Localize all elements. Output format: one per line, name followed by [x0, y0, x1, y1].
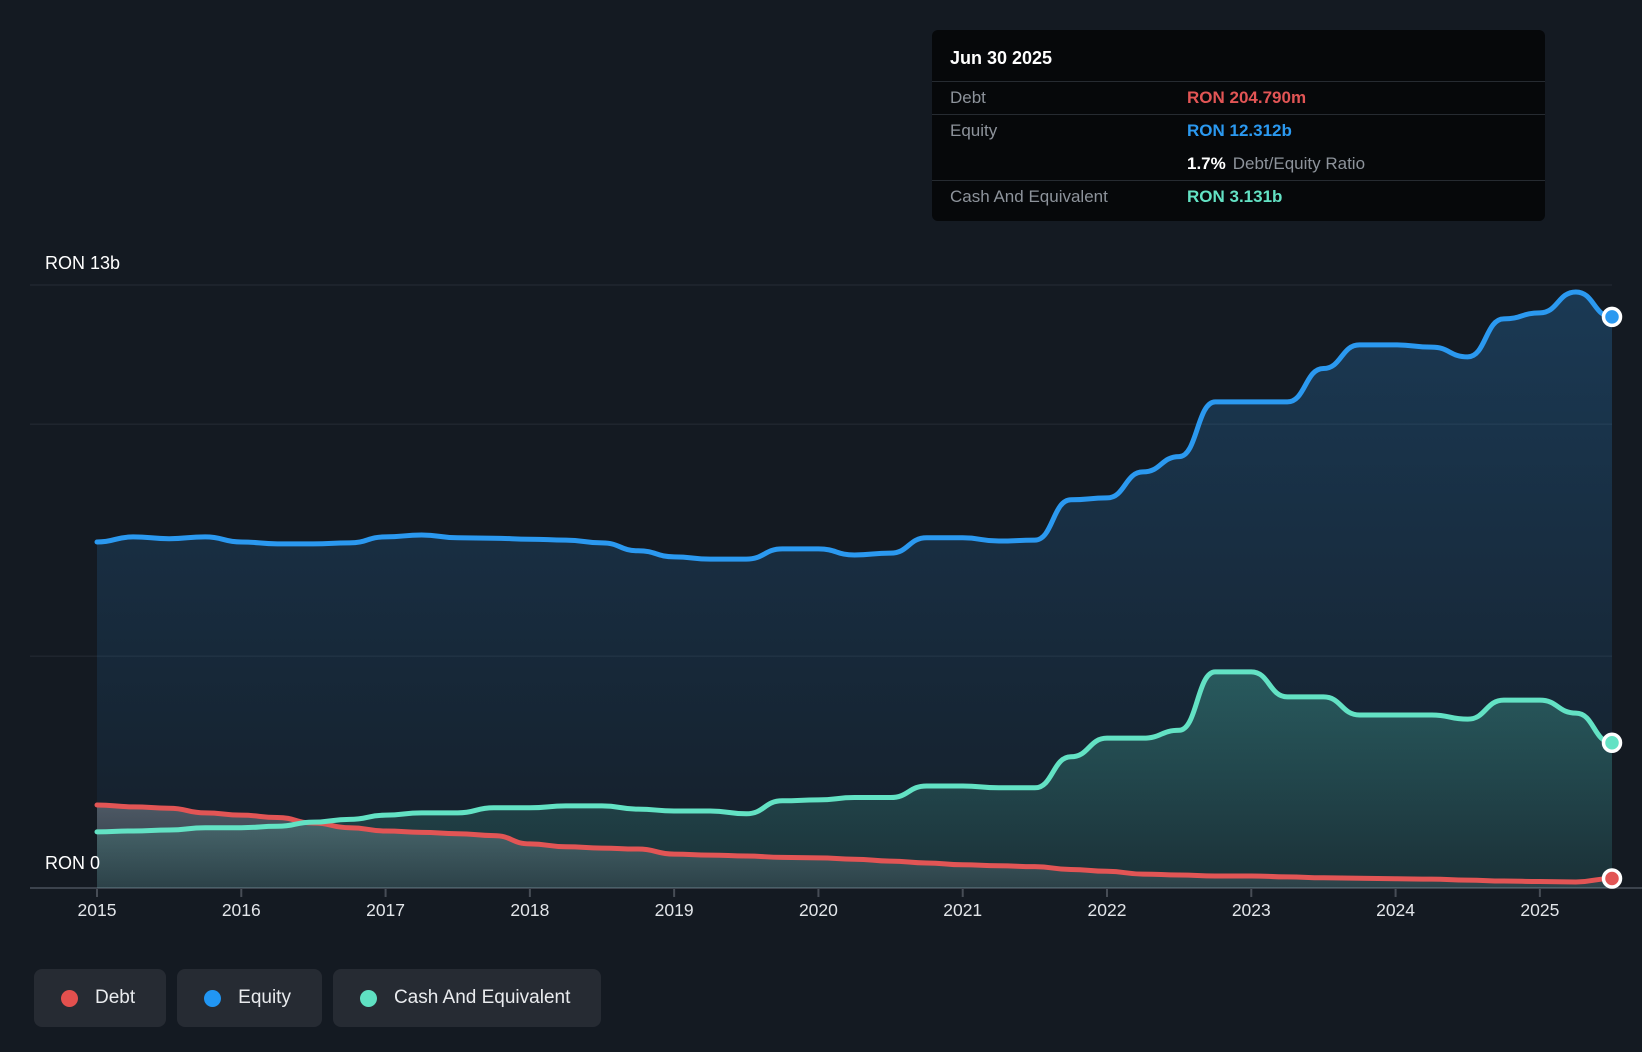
x-axis-year-label: 2015 [78, 900, 117, 920]
x-axis-year-label: 2017 [366, 900, 405, 920]
x-axis-year-label: 2020 [799, 900, 838, 920]
equity-end-marker [1601, 306, 1623, 328]
tooltip-debt-label: Debt [950, 88, 986, 107]
chart-tooltip: Jun 30 2025 Debt RON 204.790m Equity RON… [932, 30, 1545, 221]
y-axis-max-label: RON 13b [45, 253, 120, 273]
cash-dot-icon [359, 989, 377, 1007]
tooltip-date: Jun 30 2025 [950, 48, 1053, 68]
x-axis-year-label: 2022 [1088, 900, 1127, 920]
tooltip-equity-value: RON 12.312b [1187, 121, 1292, 140]
debt-dot-icon [61, 989, 78, 1007]
ratio-percent: 1.7% [1187, 153, 1226, 173]
debt-end-marker [1601, 868, 1623, 889]
tooltip-row-cash: Cash And Equivalent RON 3.131b [932, 180, 1545, 213]
tooltip-cash-label: Cash And Equivalent [950, 187, 1108, 206]
x-axis-year-label: 2024 [1376, 900, 1415, 920]
y-axis-zero-label: RON 0 [45, 853, 100, 873]
tooltip-cash-value: RON 3.131b [1187, 187, 1283, 206]
x-axis-year-label: 2023 [1232, 900, 1271, 920]
equity-dot-icon [204, 989, 222, 1007]
x-axis-year-label: 2018 [510, 900, 549, 920]
debt-line [94, 802, 1615, 885]
cash-and-equivalent-end-marker [1601, 732, 1623, 754]
tooltip-debt-value: RON 204.790m [1187, 88, 1307, 107]
legend-equity-label: Equity [238, 987, 291, 1008]
legend-cash-label: Cash And Equivalent [393, 987, 571, 1008]
legend-item-equity[interactable]: Equity [177, 969, 322, 1027]
x-axis-year-label: 2016 [222, 900, 261, 920]
tooltip-row-ratio: 1.7% Debt/Equity Ratio [932, 147, 1545, 180]
legend-item-debt[interactable]: Debt [34, 969, 167, 1027]
legend-debt-label: Debt [95, 987, 136, 1008]
x-axis-year-label: 2021 [943, 900, 982, 920]
x-axis-year-label: 2019 [655, 900, 694, 920]
tooltip-row-debt: Debt RON 204.790m [932, 81, 1545, 114]
x-axis-year-label: 2025 [1520, 900, 1559, 920]
tooltip-equity-label: Equity [950, 121, 998, 140]
tooltip-row-equity: Equity RON 12.312b [932, 114, 1545, 147]
cash-and-equivalent-line [94, 669, 1615, 835]
equity-line [94, 289, 1615, 562]
legend-item-cash[interactable]: Cash And Equivalent [332, 969, 602, 1027]
ratio-caption: Debt/Equity Ratio [1232, 153, 1366, 173]
chart-legend: Debt Equity Cash And Equivalent [34, 969, 602, 1027]
tooltip-ratio-value: 1.7% Debt/Equity Ratio [1187, 154, 1365, 174]
